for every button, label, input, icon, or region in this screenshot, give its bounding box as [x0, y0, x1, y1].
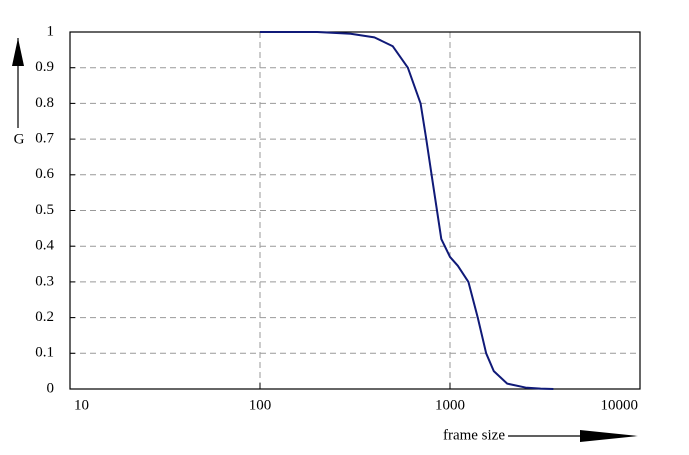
y-tick-label: 0.8 — [35, 95, 54, 111]
y-tick-label: 0.7 — [35, 131, 54, 147]
y-axis-label: G — [14, 131, 25, 147]
y-tick-label: 0.2 — [35, 309, 54, 325]
data-line — [260, 31, 554, 390]
y-tick-label: 0.5 — [35, 202, 54, 218]
x-tick-label: 1000 — [435, 397, 465, 413]
y-tick-label: 0.6 — [35, 166, 54, 182]
y-tick-label: 0.4 — [35, 238, 54, 254]
x-tick-label: 100 — [249, 397, 272, 413]
x-axis-label: frame size — [443, 427, 505, 443]
y-tick-label: 0.3 — [35, 273, 54, 289]
x-tick-label: 10 — [74, 397, 89, 413]
y-arrowhead — [12, 38, 24, 66]
y-tick-label: 0 — [47, 380, 55, 396]
y-tick-label: 0.1 — [35, 345, 54, 361]
y-tick-label: 1 — [47, 23, 55, 39]
grid — [70, 31, 640, 390]
x-tick-label: 10000 — [601, 397, 639, 413]
x-arrowhead — [580, 430, 638, 442]
y-tick-label: 0.9 — [35, 59, 54, 75]
